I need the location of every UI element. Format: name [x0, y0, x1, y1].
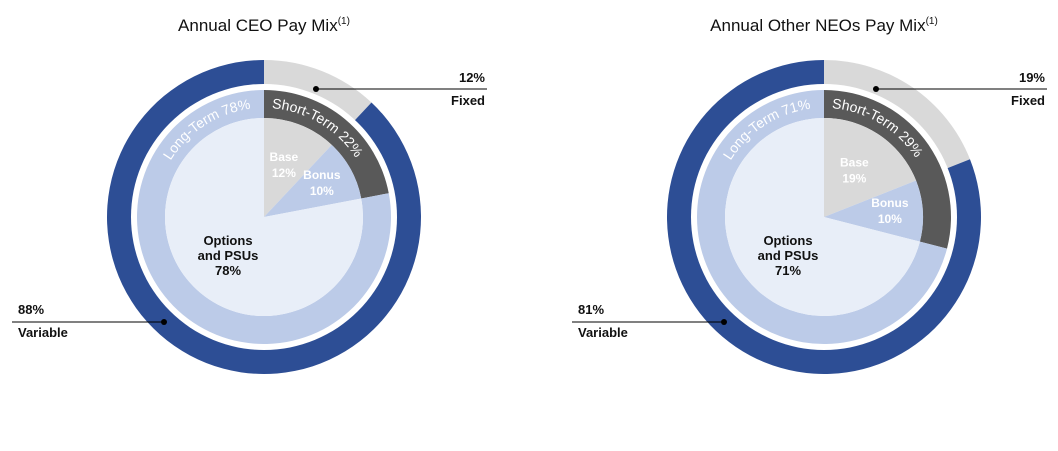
- base-slice-value: 19%: [842, 171, 866, 185]
- options-slice-value: 78%: [215, 263, 241, 278]
- fixed-name-label: Fixed: [1011, 93, 1045, 108]
- variable-name-label: Variable: [18, 325, 68, 340]
- middle-ring-short-term-slice: [824, 90, 951, 249]
- inner-pie-bonus-slice: [824, 180, 923, 242]
- inner-pie-base-slice: [264, 118, 332, 217]
- bonus-slice-label: Bonus: [303, 168, 341, 182]
- inner-pie-base-slice: [824, 118, 917, 217]
- options-slice-label-line2: and PSUs: [758, 248, 819, 263]
- bonus-slice-value: 10%: [310, 184, 334, 198]
- chart-title: Annual Other NEOs Pay Mix(1): [710, 16, 938, 35]
- variable-name-label: Variable: [578, 325, 628, 340]
- chart-title: Annual CEO Pay Mix(1): [178, 16, 350, 35]
- options-slice-value: 71%: [775, 263, 801, 278]
- bonus-slice-value: 10%: [878, 212, 902, 226]
- variable-percent-label: 88%: [18, 302, 44, 317]
- fixed-leader-dot: [873, 86, 879, 92]
- pay-mix-chart-1: Annual CEO Pay Mix(1)Short-Term 22%Long-…: [12, 16, 487, 374]
- middle-ring-short-term-slice: [264, 90, 389, 199]
- base-slice-value: 12%: [272, 166, 296, 180]
- variable-leader-dot: [721, 319, 727, 325]
- variable-leader-dot: [161, 319, 167, 325]
- pay-mix-chart-2: Annual Other NEOs Pay Mix(1)Short-Term 2…: [572, 16, 1047, 374]
- options-slice-label-line1: Options: [763, 233, 812, 248]
- fixed-percent-label: 19%: [1019, 70, 1045, 85]
- fixed-percent-label: 12%: [459, 70, 485, 85]
- options-slice-label-line1: Options: [203, 233, 252, 248]
- fixed-name-label: Fixed: [451, 93, 485, 108]
- inner-pie-bonus-slice: [264, 144, 362, 217]
- fixed-leader-dot: [313, 86, 319, 92]
- inner-pie-options-slice: [165, 118, 363, 316]
- bonus-slice-label: Bonus: [871, 196, 909, 210]
- base-slice-label: Base: [840, 155, 869, 169]
- variable-percent-label: 81%: [578, 302, 604, 317]
- options-slice-label-line2: and PSUs: [198, 248, 259, 263]
- base-slice-label: Base: [270, 150, 299, 164]
- inner-pie-options-slice: [724, 118, 920, 316]
